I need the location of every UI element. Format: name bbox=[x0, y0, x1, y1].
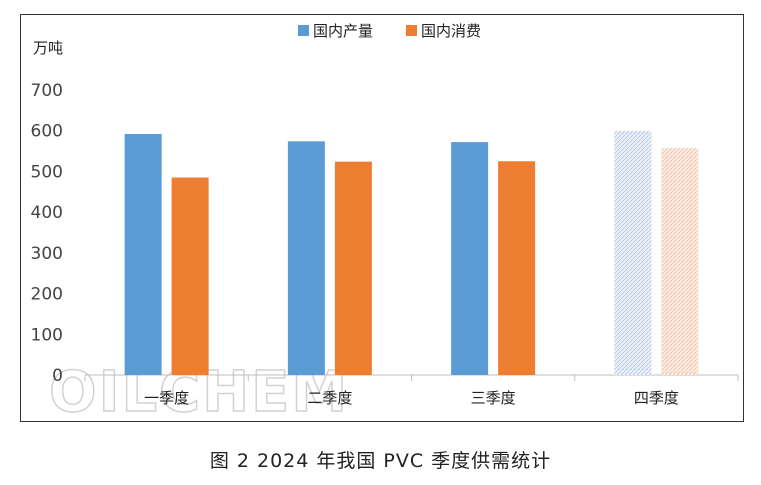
bar bbox=[287, 141, 325, 375]
x-category-label: 一季度 bbox=[144, 389, 189, 407]
legend-label: 国内产量 bbox=[313, 22, 373, 40]
bar bbox=[171, 177, 209, 375]
x-category-label: 二季度 bbox=[307, 389, 352, 407]
x-category-label: 三季度 bbox=[471, 389, 516, 407]
legend-swatch bbox=[298, 25, 309, 36]
bar bbox=[451, 142, 489, 375]
x-category-label: 四季度 bbox=[634, 389, 679, 407]
y-tick-label: 100 bbox=[31, 325, 63, 345]
y-tick-label: 400 bbox=[31, 203, 63, 223]
chart-frame: OILCHEM 万吨 0 100 200 300 400 500 600 700 一季度 二季度 三季… bbox=[20, 14, 744, 422]
bar bbox=[661, 148, 699, 375]
y-tick-label: 600 bbox=[31, 122, 63, 142]
figure-caption: 图 2 2024 年我国 PVC 季度供需统计 bbox=[209, 450, 552, 472]
y-tick-label: 700 bbox=[31, 81, 63, 101]
bar bbox=[498, 161, 536, 375]
y-tick-label: 200 bbox=[31, 285, 63, 305]
y-tick-label: 300 bbox=[31, 244, 63, 264]
legend: 国内产量 国内消费 bbox=[298, 22, 481, 40]
legend-swatch bbox=[406, 25, 417, 36]
legend-label: 国内消费 bbox=[421, 22, 481, 40]
y-tick-label: 0 bbox=[52, 366, 63, 386]
y-axis-unit-label: 万吨 bbox=[33, 39, 63, 57]
bar bbox=[614, 130, 652, 375]
bars bbox=[124, 130, 699, 375]
y-tick-label: 500 bbox=[31, 162, 63, 182]
bar bbox=[124, 133, 162, 375]
bar bbox=[334, 161, 372, 375]
